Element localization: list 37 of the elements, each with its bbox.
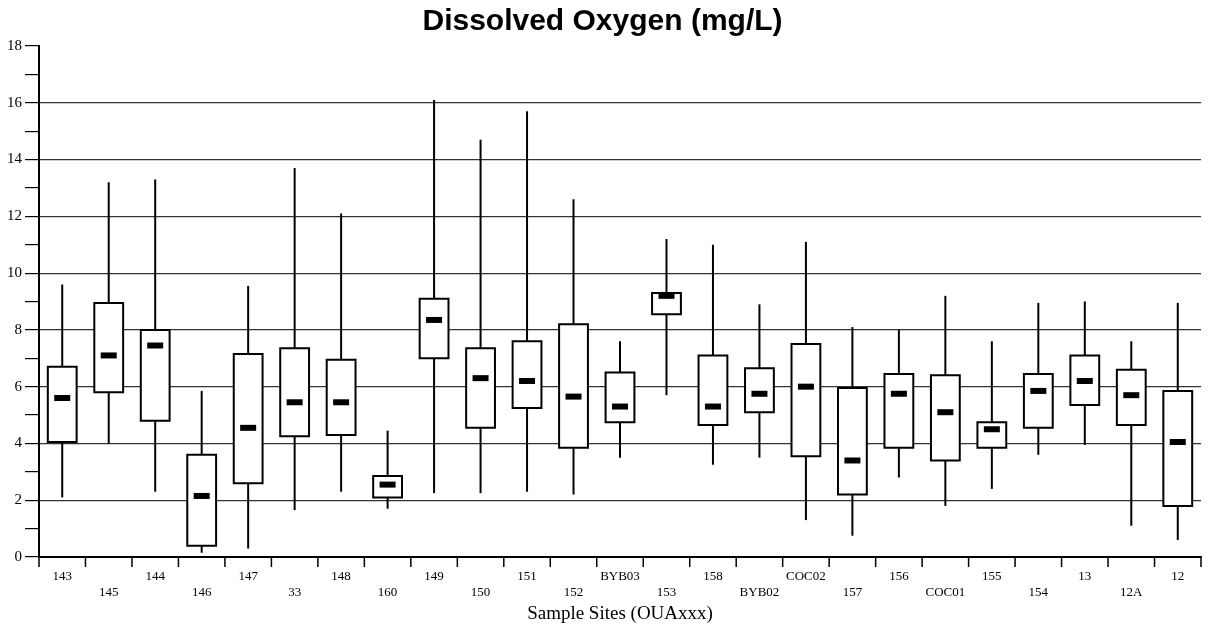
x-tick-label: 12: [1171, 568, 1185, 584]
y-tick-label: 0: [14, 547, 22, 564]
x-axis-title: Sample Sites (OUAxxx): [527, 601, 713, 624]
x-tick-label: 143: [52, 568, 72, 584]
x-tick-label: 147: [238, 568, 259, 584]
x-tick-label: 13: [1078, 568, 1092, 584]
y-tick-label: 8: [14, 320, 22, 337]
x-tick-label: 12A: [1120, 583, 1144, 599]
x-tick-label: 160: [377, 583, 398, 599]
x-tick-label: 153: [656, 583, 677, 599]
x-tick-label: BYB02: [739, 583, 780, 599]
y-tick-label: 16: [7, 93, 23, 110]
y-tick-label: 12: [7, 207, 22, 224]
x-tick-label: 150: [470, 583, 491, 599]
x-tick-label: 157: [842, 583, 863, 599]
x-tick-label: 152: [563, 583, 584, 599]
x-tick-label: 144: [145, 568, 166, 584]
x-tick-label: 156: [889, 568, 910, 584]
y-tick-label: 10: [7, 264, 22, 281]
chart-title: Dissolved Oxygen (mg/L): [422, 3, 783, 37]
x-tick-label: BYB03: [600, 568, 640, 584]
x-tick-label: 149: [424, 568, 444, 584]
x-tick-label: 33: [288, 583, 302, 599]
y-tick-label: 2: [14, 491, 22, 508]
x-tick-label: 145: [98, 583, 119, 599]
x-tick-label: 146: [191, 583, 212, 599]
y-tick-label: 6: [14, 377, 23, 394]
x-tick-label: 154: [1028, 583, 1049, 599]
x-tick-label: COC02: [786, 568, 826, 584]
x-tick-label: 148: [331, 568, 351, 584]
y-tick-label: 14: [7, 150, 23, 167]
x-tick-label: 151: [517, 568, 537, 584]
x-tick-label: 155: [982, 568, 1002, 584]
x-tick-label: COC01: [925, 583, 966, 599]
y-tick-label: 4: [14, 434, 23, 451]
x-tick-label: 158: [703, 568, 723, 584]
y-tick-label: 18: [7, 36, 22, 53]
